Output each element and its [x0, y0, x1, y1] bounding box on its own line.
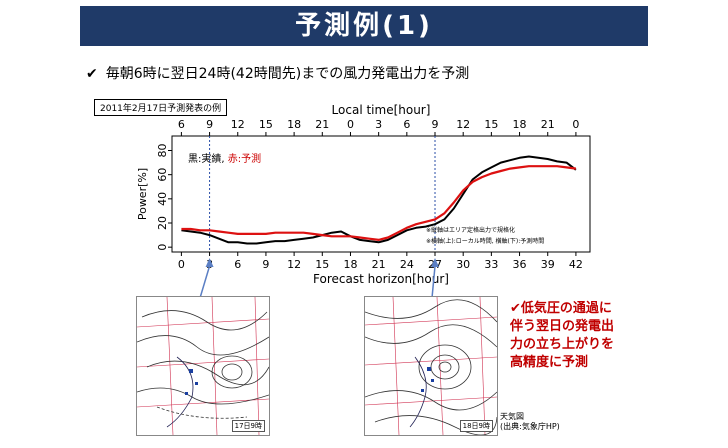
- x2-tick-label: 12: [231, 118, 245, 131]
- page-title: 予測例(1): [295, 11, 433, 41]
- x-tick-label: 21: [372, 258, 386, 271]
- x2-tick-label: 9: [206, 118, 213, 131]
- y-tick-label: 20: [156, 216, 169, 230]
- callout-line: 力の立ち上がりを: [510, 337, 615, 352]
- x2-tick-label: 6: [178, 118, 185, 131]
- y-tick-label: 0: [156, 244, 169, 251]
- source-credit: (出典:気象庁HP): [500, 422, 560, 431]
- subtitle-text: 毎朝6時に翌日24時(42時間先)までの風力発電出力を予測: [105, 66, 470, 82]
- x2-tick-label: 9: [432, 118, 439, 131]
- x2-tick-label: 18: [287, 118, 301, 131]
- checkmark-icon: ✔: [510, 301, 521, 316]
- y-axis-label: Power[%]: [136, 168, 149, 220]
- checkmark-icon: ✔: [86, 66, 98, 82]
- plot-frame: [171, 135, 591, 253]
- x2-tick-label: 3: [375, 118, 382, 131]
- x2-axis-label: Local time[hour]: [332, 103, 431, 117]
- x-tick-label: 9: [262, 258, 269, 271]
- pointer-arrow-head: [431, 258, 440, 267]
- x-tick-label: 0: [178, 258, 185, 271]
- x-tick-label: 18: [343, 258, 357, 271]
- forecast-date-label: 2011年2月17日予測発表の例: [94, 99, 228, 116]
- x2-tick-label: 15: [259, 118, 273, 131]
- source-title: 天気図: [500, 412, 524, 421]
- map-timestamp: 18日9時: [459, 420, 493, 432]
- x2-tick-label: 15: [484, 118, 498, 131]
- legend-actual: 黒:実績,: [188, 154, 225, 165]
- x-tick-label: 33: [484, 258, 498, 271]
- weather-map-17th: 17日9時: [136, 296, 270, 436]
- x-tick-label: 24: [400, 258, 414, 271]
- y-tick-label: 60: [156, 168, 169, 182]
- y-tick-label: 40: [156, 192, 169, 206]
- note-line: ※縦軸はエリア定格出力で規格化: [426, 227, 516, 234]
- pointer-arrow-shaft: [199, 265, 211, 299]
- x-tick-label: 6: [234, 258, 241, 271]
- page-title-banner: 予測例(1): [80, 6, 648, 46]
- chart-legend: 黒:実績, 赤:予測: [188, 150, 261, 165]
- callout-line: 伴う翌日の発電出: [510, 319, 615, 334]
- isobar-map-graphic: [137, 297, 269, 435]
- x-tick-label: 15: [315, 258, 329, 271]
- y-tick-label: 80: [156, 144, 169, 158]
- x2-tick-label: 12: [456, 118, 470, 131]
- x-tick-label: 39: [541, 258, 555, 271]
- x2-tick-label: 21: [315, 118, 329, 131]
- x-tick-label: 12: [287, 258, 301, 271]
- chart-notes: ※縦軸はエリア定格出力で規格化 ※横軸(上):ローカル時間, 横軸(下):予測時…: [426, 225, 544, 247]
- callout-line: 高精度に予測: [510, 355, 589, 370]
- x2-tick-label: 21: [541, 118, 555, 131]
- series-line-forecast: [181, 165, 577, 241]
- weather-map-18th: 18日9時: [364, 296, 498, 436]
- x2-tick-label: 0: [572, 118, 579, 131]
- x2-tick-label: 6: [403, 118, 410, 131]
- x-tick-label: 36: [513, 258, 527, 271]
- x2-tick-label: 18: [513, 118, 527, 131]
- callout-text: ✔低気圧の通過に 伴う翌日の発電出 力の立ち上がりを 高精度に予測: [510, 300, 614, 372]
- x-axis-label: Forecast horizon[hour]: [313, 272, 449, 286]
- pointer-arrow-head: [205, 258, 214, 267]
- pointer-arrow-shaft: [431, 265, 436, 299]
- callout-line-text: 低気圧の通過に: [520, 301, 612, 316]
- map-source: 天気図 (出典:気象庁HP): [500, 412, 560, 432]
- callout-line: ✔低気圧の通過に: [510, 300, 614, 318]
- map-timestamp: 17日9時: [231, 420, 265, 432]
- subtitle: ✔ 毎朝6時に翌日24時(42時間先)までの風力発電出力を予測: [86, 63, 469, 83]
- isobar-map-graphic: [365, 297, 497, 435]
- series-line-actual: [181, 155, 577, 245]
- x-tick-label: 30: [456, 258, 470, 271]
- note-line: ※横軸(上):ローカル時間, 横軸(下):予測時間: [426, 238, 545, 245]
- x2-tick-label: 0: [347, 118, 354, 131]
- legend-forecast: 赤:予測: [227, 154, 262, 165]
- x-tick-label: 42: [569, 258, 583, 271]
